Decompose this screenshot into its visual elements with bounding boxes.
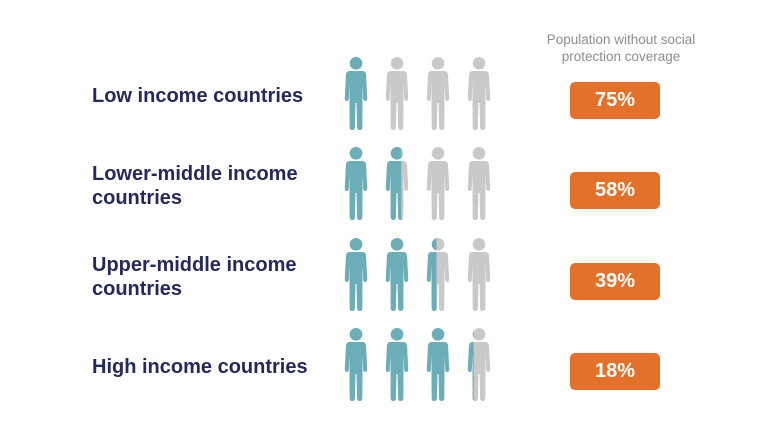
- person-uncovered-shape: [467, 57, 491, 130]
- category-label-line1: Upper-middle income: [92, 254, 297, 276]
- person-icon: [344, 238, 368, 311]
- row-lower-middle-income: Lower-middle income countries 58%: [0, 145, 780, 225]
- category-label-line1: Lower-middle income: [92, 163, 298, 185]
- category-label: Low income countries: [92, 84, 332, 108]
- value-badge: 75%: [570, 82, 660, 119]
- category-label-line2: countries: [92, 278, 183, 300]
- row-high-income: High income countries 18%: [0, 326, 780, 406]
- person-covered-shape: [385, 147, 402, 220]
- person-icon: [426, 238, 450, 311]
- person-icon: [385, 57, 409, 130]
- person-uncovered-shape: [467, 147, 491, 220]
- person-icon: [467, 328, 491, 401]
- person-figures: [344, 326, 504, 406]
- person-covered-shape: [426, 328, 450, 401]
- person-icon: [344, 328, 368, 401]
- person-uncovered-shape: [426, 57, 450, 130]
- value-badge: 39%: [570, 263, 660, 300]
- row-upper-middle-income: Upper-middle income countries 39%: [0, 236, 780, 316]
- person-icon: [385, 147, 409, 220]
- person-covered-shape: [385, 328, 409, 401]
- person-icon: [426, 57, 450, 130]
- person-uncovered-shape: [467, 238, 491, 311]
- person-icon: [467, 57, 491, 130]
- category-label-line2: countries: [92, 187, 183, 209]
- person-figures: [344, 236, 504, 316]
- category-label-line1: High income countries: [92, 356, 308, 378]
- person-figures: [344, 55, 504, 135]
- value-badge: 18%: [570, 353, 660, 390]
- person-figures: [344, 145, 504, 225]
- person-covered-shape: [467, 330, 474, 401]
- person-icon: [467, 147, 491, 220]
- person-covered-shape: [344, 238, 368, 311]
- person-icon: [467, 238, 491, 311]
- person-icon: [426, 328, 450, 401]
- category-label: High income countries: [92, 355, 332, 379]
- person-covered-shape: [344, 147, 368, 220]
- person-uncovered-shape: [385, 57, 409, 130]
- category-label: Lower-middle income countries: [92, 162, 332, 210]
- person-covered-shape: [344, 57, 368, 130]
- category-label: Upper-middle income countries: [92, 253, 332, 301]
- person-icon: [385, 238, 409, 311]
- category-label-line1: Low income countries: [92, 85, 304, 107]
- person-covered-shape: [426, 238, 437, 311]
- value-badge: 58%: [570, 172, 660, 209]
- person-icon: [344, 57, 368, 130]
- person-icon: [344, 147, 368, 220]
- person-covered-shape: [385, 238, 409, 311]
- row-low-income: Low income countries 75%: [0, 55, 780, 135]
- column-header: Population without social protection cov…: [546, 32, 696, 64]
- person-uncovered-shape: [426, 147, 450, 220]
- person-icon: [426, 147, 450, 220]
- person-covered-shape: [344, 328, 368, 401]
- person-icon: [385, 328, 409, 401]
